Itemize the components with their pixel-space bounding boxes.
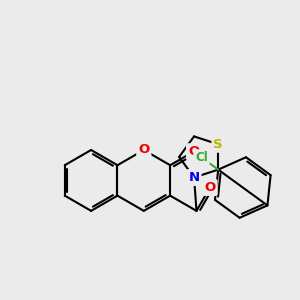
Text: O: O: [138, 143, 149, 157]
Text: S: S: [213, 138, 223, 151]
Text: O: O: [188, 145, 199, 158]
Text: Cl: Cl: [195, 151, 208, 164]
Text: N: N: [188, 171, 200, 184]
Text: O: O: [204, 181, 216, 194]
